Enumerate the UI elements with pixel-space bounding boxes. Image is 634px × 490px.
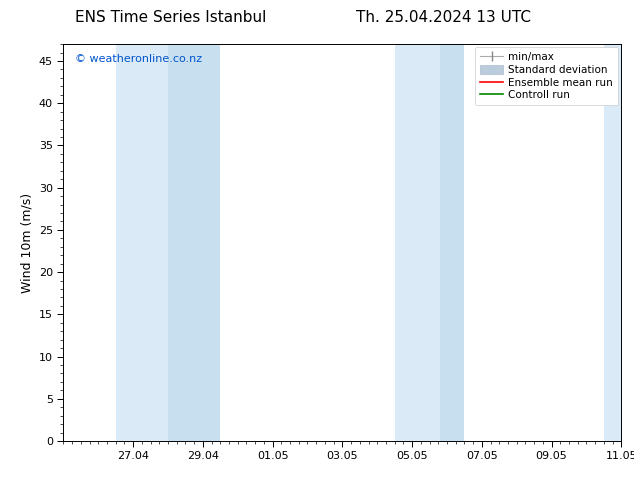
Bar [604, 44, 634, 441]
Text: Th. 25.04.2024 13 UTC: Th. 25.04.2024 13 UTC [356, 10, 531, 24]
Legend: min/max, Standard deviation, Ensemble mean run, Controll run: min/max, Standard deviation, Ensemble me… [475, 47, 618, 105]
Bar [168, 44, 221, 441]
Y-axis label: Wind 10m (m/s): Wind 10m (m/s) [20, 193, 34, 293]
Bar [394, 44, 440, 441]
Text: © weatheronline.co.nz: © weatheronline.co.nz [75, 54, 202, 64]
Bar [115, 44, 168, 441]
Text: ENS Time Series Istanbul: ENS Time Series Istanbul [75, 10, 267, 24]
Bar [440, 44, 464, 441]
